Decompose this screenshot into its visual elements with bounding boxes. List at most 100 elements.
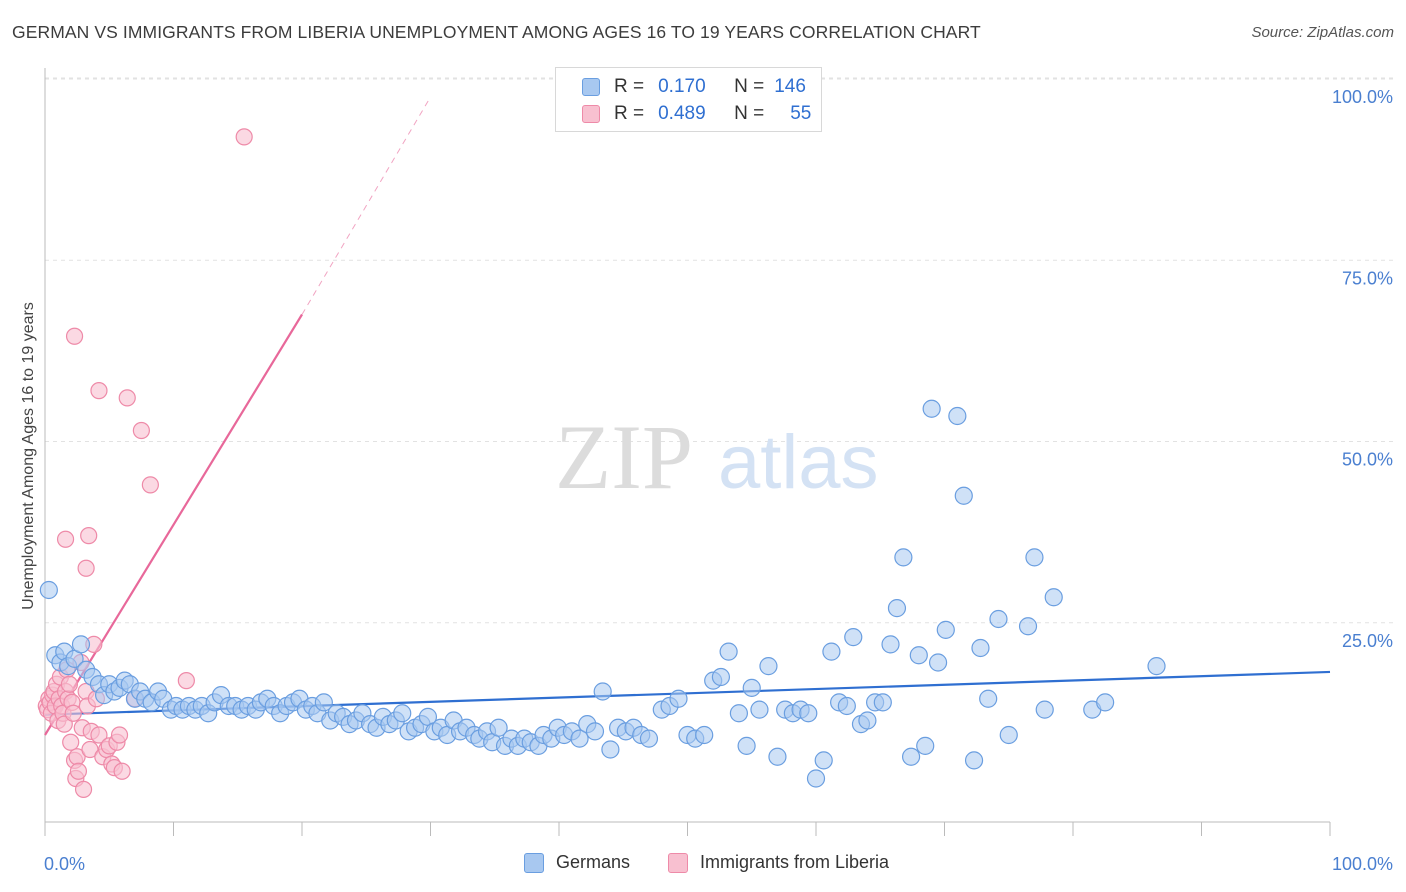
germans-point-131 <box>928 653 948 672</box>
germans-point-106 <box>742 678 761 697</box>
germans-legend-swatch <box>524 852 544 873</box>
germans-point-0 <box>39 580 58 600</box>
germans-point-88 <box>593 682 612 701</box>
liberia-legend-label: Immigrants from Liberia <box>700 852 890 872</box>
germans-legend-label: Germans <box>556 852 631 872</box>
tick-labels: 25.0% 50.0% 75.0% 100.0% 0.0% 100.0% <box>44 87 1393 874</box>
liberia-point-19 <box>62 733 80 751</box>
germans-point-141 <box>1025 548 1044 567</box>
liberia-point-18 <box>60 675 79 693</box>
germans-point-118 <box>837 696 856 716</box>
germans-swatch <box>582 78 600 96</box>
germans-r-label: R = <box>614 76 645 97</box>
watermark-atlas: atlas <box>718 420 879 505</box>
germans-point-119 <box>844 628 863 647</box>
germans-point-115 <box>814 751 833 770</box>
y-tick-label-75: 75.0% <box>1342 268 1393 288</box>
liberia-r-value: 0.489 <box>658 103 706 124</box>
liberia-trend-extension <box>301 96 431 315</box>
germans-n-label: N = <box>734 76 765 97</box>
germans-point-121 <box>858 711 877 730</box>
y-tick-label-25: 25.0% <box>1342 631 1393 651</box>
legend-row-liberia: R = 0.489 N = 55 <box>582 101 811 127</box>
germans-point-123 <box>873 693 892 712</box>
liberia-point-54 <box>110 726 129 744</box>
germans-point-58 <box>393 704 412 723</box>
liberia-point-44 <box>56 530 75 548</box>
liberia-n-value: 55 <box>790 103 812 124</box>
germans-point-114 <box>806 769 826 788</box>
germans-point-105 <box>737 736 756 755</box>
germans-point-143 <box>1035 700 1054 719</box>
liberia-point-49 <box>132 421 150 440</box>
germans-point-136 <box>971 638 990 658</box>
germans-point-125 <box>887 599 907 618</box>
liberia-legend-swatch <box>668 852 688 873</box>
germans-point-144 <box>1147 657 1166 676</box>
germans-point-89 <box>601 740 620 759</box>
liberia-point-53 <box>77 559 95 577</box>
bottom-legend-germans: Germans <box>524 852 630 873</box>
liberia-r-label: R = <box>614 103 645 124</box>
liberia-point-45 <box>80 527 98 545</box>
liberia-point-48 <box>118 389 136 407</box>
germans-point-116 <box>822 642 841 661</box>
germans-r-value: 0.170 <box>658 76 706 97</box>
germans-point-94 <box>639 729 659 748</box>
germans-point-142 <box>1044 588 1063 607</box>
germans-point-126 <box>894 548 913 567</box>
source-label: Source: ZipAtlas.com <box>1251 24 1394 41</box>
liberia-swatch <box>582 105 600 123</box>
liberia-point-52 <box>235 128 253 146</box>
liberia-point-46 <box>65 327 84 345</box>
correlation-legend: R = 0.170 N = 146 R = 0.489 N = 55 <box>555 67 822 132</box>
germans-point-107 <box>750 700 769 719</box>
germans-point-103 <box>719 642 738 661</box>
germans-point-113 <box>799 704 818 723</box>
germans-point-130 <box>922 399 941 418</box>
germans-point-108 <box>759 657 778 676</box>
germans-point-128 <box>909 646 928 665</box>
germans-point-134 <box>954 486 973 505</box>
grid-lines <box>45 77 1393 624</box>
liberia-point-28 <box>74 780 93 798</box>
liberia-point-42 <box>113 762 131 780</box>
chart-title: GERMAN VS IMMIGRANTS FROM LIBERIA UNEMPL… <box>12 22 981 42</box>
y-tick-label-50: 50.0% <box>1342 450 1393 470</box>
germans-point-133 <box>948 406 967 426</box>
germans-point-104 <box>729 704 749 723</box>
x-tick-label-max: 100.0% <box>1332 854 1393 874</box>
y-tick-label-100: 100.0% <box>1332 87 1393 107</box>
germans-point-100 <box>695 725 714 745</box>
watermark-zip: ZIP <box>555 406 693 508</box>
germans-point-140 <box>1018 617 1038 636</box>
germans-point-129 <box>916 736 935 755</box>
germans-point-87 <box>585 722 605 741</box>
y-axis-label: Unemployment Among Ages 16 to 19 years <box>20 302 37 610</box>
germans-point-109 <box>768 747 787 766</box>
liberia-point-25 <box>69 762 88 780</box>
liberia-point-31 <box>81 740 99 759</box>
germans-point-6 <box>71 635 91 654</box>
germans-point-135 <box>964 751 984 770</box>
liberia-n-label: N = <box>734 103 765 124</box>
liberia-point-47 <box>90 382 108 400</box>
germans-point-85 <box>570 729 589 748</box>
x-tick-label-min: 0.0% <box>44 854 85 874</box>
germans-point-46 <box>314 693 333 712</box>
germans-point-132 <box>936 620 955 639</box>
germans-point-137 <box>979 689 998 708</box>
germans-point-124 <box>881 635 900 654</box>
liberia-point-21 <box>64 704 82 722</box>
series-liberia-points <box>37 128 253 798</box>
germans-point-73 <box>489 718 508 737</box>
legend-row-germans: R = 0.170 N = 146 <box>582 74 806 100</box>
germans-point-138 <box>989 609 1008 629</box>
germans-point-127 <box>901 747 921 766</box>
germans-point-102 <box>711 667 731 687</box>
germans-n-value: 146 <box>774 76 806 97</box>
liberia-point-51 <box>177 672 195 690</box>
series-germans-points <box>39 399 1166 788</box>
liberia-point-35 <box>90 726 108 744</box>
